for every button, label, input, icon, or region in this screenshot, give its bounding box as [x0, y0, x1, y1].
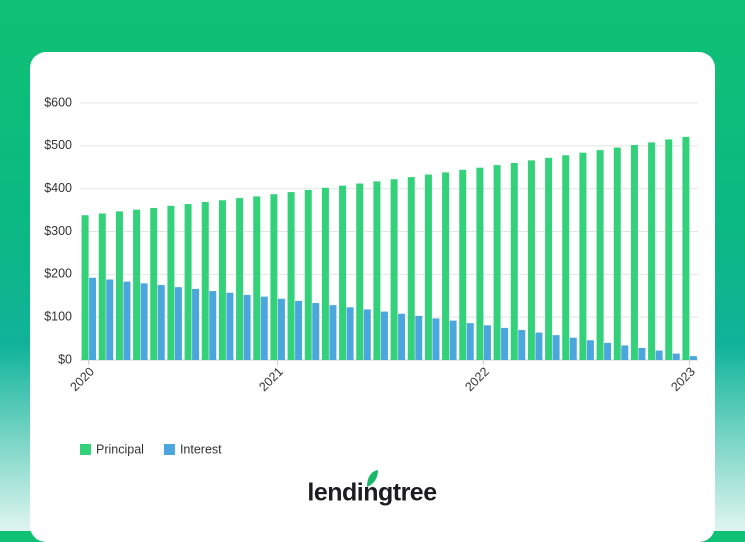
bar [380, 311, 388, 360]
bar [373, 181, 381, 360]
bar [510, 162, 518, 360]
bar [459, 169, 467, 360]
bar [346, 307, 354, 360]
bar [218, 200, 226, 360]
brand-name: lendingtree [307, 479, 437, 507]
bar [596, 150, 604, 360]
bar [115, 211, 123, 360]
legend-label: Principal [96, 442, 144, 456]
bar [270, 194, 278, 360]
bar [407, 177, 415, 360]
bar [415, 315, 423, 360]
bar [648, 142, 656, 360]
bar [613, 147, 621, 360]
logo-leaf [367, 470, 378, 487]
chart: lendingtree $0 $100 $200 $300 $400 $500 $600 20… [44, 95, 698, 507]
bar [304, 189, 312, 360]
bar [518, 330, 526, 360]
bar [287, 192, 295, 360]
bar [243, 294, 251, 360]
bar [493, 165, 501, 360]
bar [174, 287, 182, 360]
bar [682, 136, 690, 360]
bar [201, 201, 209, 360]
bar [253, 196, 261, 360]
bar [192, 288, 200, 360]
bar [398, 313, 406, 360]
bar [209, 291, 217, 360]
bar [236, 198, 244, 360]
bar [226, 292, 234, 360]
bar [466, 323, 474, 360]
bar [424, 174, 432, 360]
bar [442, 172, 450, 360]
legend-swatch [163, 444, 175, 455]
bar [106, 279, 114, 360]
legend-swatch [80, 444, 91, 455]
bar [140, 283, 148, 360]
y-tick-label: $500 [44, 138, 72, 152]
bar [535, 332, 543, 360]
bar [449, 320, 457, 360]
bar [501, 327, 509, 360]
bar [655, 350, 663, 360]
bar [133, 209, 141, 360]
bar [81, 215, 89, 360]
logo: lendingtree [307, 470, 438, 507]
bar [552, 335, 560, 360]
bar [476, 167, 484, 360]
bar [689, 356, 697, 360]
y-tick-label: $600 [44, 95, 72, 109]
bar [157, 285, 165, 360]
bar [586, 340, 594, 360]
bar [277, 298, 285, 360]
bar [321, 187, 329, 360]
x-tick-label: 2020 [67, 365, 97, 395]
bar [432, 318, 440, 360]
bar [123, 281, 131, 360]
bar [295, 300, 303, 360]
bar [150, 207, 158, 360]
bar [312, 303, 320, 360]
bar [638, 348, 646, 360]
bar [89, 277, 97, 360]
x-tick-label: 2023 [668, 365, 698, 395]
x-tick-label: 2021 [256, 365, 286, 395]
y-tick-label: $200 [44, 267, 72, 281]
bar [630, 144, 638, 360]
bar [562, 155, 570, 360]
bar [665, 139, 673, 360]
y-tick-label: $0 [58, 352, 72, 366]
bar [545, 157, 553, 360]
legend-label: Interest [180, 442, 222, 456]
bar [621, 345, 629, 360]
x-tick-label: 2022 [462, 365, 492, 395]
page: lendingtree $0 $100 $200 $300 $400 $500 $600 20… [0, 0, 745, 531]
bar [579, 152, 587, 360]
bar [363, 309, 371, 360]
bar [260, 296, 268, 360]
bar [167, 205, 175, 360]
y-tick-label: $300 [44, 224, 72, 238]
bar [672, 353, 680, 360]
y-tick-label: $100 [44, 309, 72, 323]
bar [329, 305, 337, 360]
y-tick-label: $400 [44, 181, 72, 195]
bar [390, 179, 398, 360]
bar [184, 204, 192, 360]
bar [356, 183, 364, 360]
bar [569, 337, 577, 360]
bar [339, 185, 347, 360]
bar [527, 160, 535, 360]
bar [604, 342, 612, 360]
bar [483, 325, 491, 360]
bar [98, 213, 106, 360]
